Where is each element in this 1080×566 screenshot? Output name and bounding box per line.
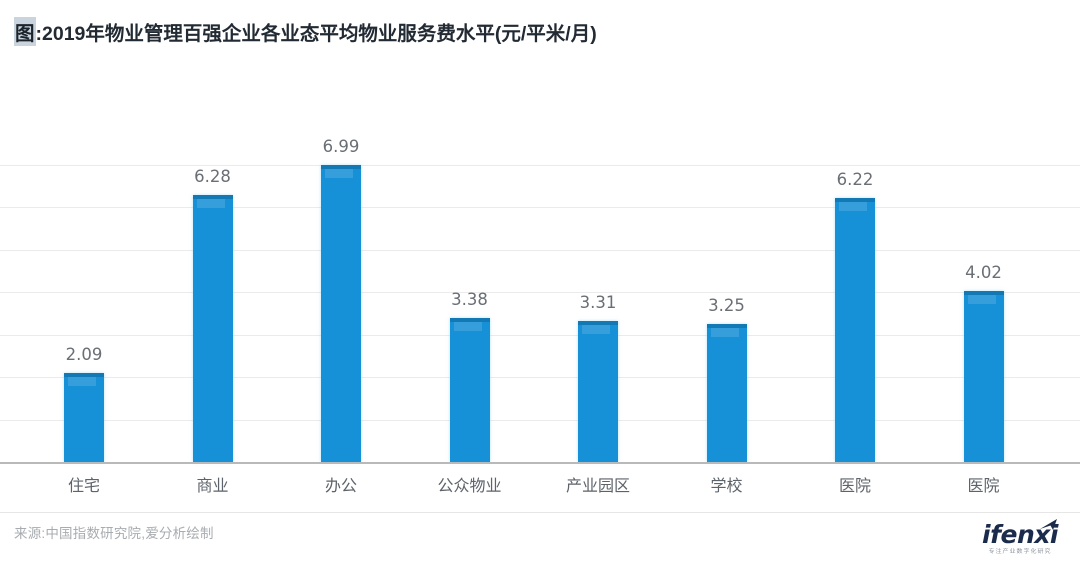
x-axis-line <box>0 462 1080 464</box>
swoosh-icon <box>1040 519 1057 530</box>
x-axis-tick-label: 产业园区 <box>565 478 630 495</box>
bar[interactable] <box>192 195 233 462</box>
bar-value-label: 6.99 <box>322 137 360 156</box>
bar[interactable] <box>64 373 104 462</box>
gridline <box>0 292 1080 294</box>
gridline <box>0 249 1080 251</box>
x-axis-tick-label: 医院 <box>838 478 871 495</box>
gridline <box>0 164 1080 166</box>
source-note: 来源:中国指数研究院,爱分析绘制 <box>14 526 214 541</box>
x-axis-tick-label: 住宅 <box>67 478 100 495</box>
x-axis-tick-label: 学校 <box>710 478 743 495</box>
bar[interactable] <box>963 291 1004 462</box>
gridline <box>0 334 1080 336</box>
footer-divider <box>0 512 1080 513</box>
bar[interactable] <box>449 318 490 462</box>
ifenxi-logo: ifenxi 专注产业数字化研究 <box>972 518 1068 558</box>
bar-value-label: 2.09 <box>65 345 103 365</box>
bar[interactable] <box>835 197 875 462</box>
x-axis-tick-label: 商业 <box>196 478 229 495</box>
x-axis-tick-label: 医院 <box>967 478 1000 495</box>
title-rest: :2019年物业管理百强企业各业态平均物业服务费水平(元/平米/月) <box>35 22 597 45</box>
bar-value-label: 6.22 <box>836 169 874 189</box>
bar-value-label: 4.02 <box>965 263 1002 283</box>
bar-value-label: 3.25 <box>708 295 745 315</box>
bar-value-label: 6.28 <box>194 167 231 187</box>
bar[interactable] <box>706 323 747 462</box>
gridline <box>0 377 1080 379</box>
bars-layer: 2.09 6.28 6.99 3.38 3.31 3.25 6.22 4.02 <box>0 62 1080 472</box>
gridline <box>0 419 1080 421</box>
chart-title-bar: 图:2019年物业管理百强企业各业态平均物业服务费水平(元/平米/月) <box>0 0 1080 62</box>
page-title: 图:2019年物业管理百强企业各业态平均物业服务费水平(元/平米/月) <box>14 16 597 46</box>
bar-value-label: 3.38 <box>451 290 488 310</box>
logo-subtitle: 专注产业数字化研究 <box>988 549 1052 555</box>
title-badge: 图 <box>14 16 36 46</box>
bar[interactable] <box>578 321 618 462</box>
x-axis-tick-label: 办公 <box>324 478 357 495</box>
bar[interactable] <box>321 165 361 462</box>
chart-plot-area: 2.09 6.28 6.99 3.38 3.31 3.25 6.22 4.02 <box>0 62 1080 472</box>
gridline <box>0 207 1080 209</box>
x-axis-labels: 住宅 商业 办公 公众物业 产业园区 学校 医院 医院 <box>0 472 1080 508</box>
logo-wordmark: ifenxi <box>982 520 1058 549</box>
bar-value-label: 3.31 <box>579 293 617 313</box>
x-axis-tick-label: 公众物业 <box>437 478 502 495</box>
gridlines-layer <box>0 62 1080 472</box>
